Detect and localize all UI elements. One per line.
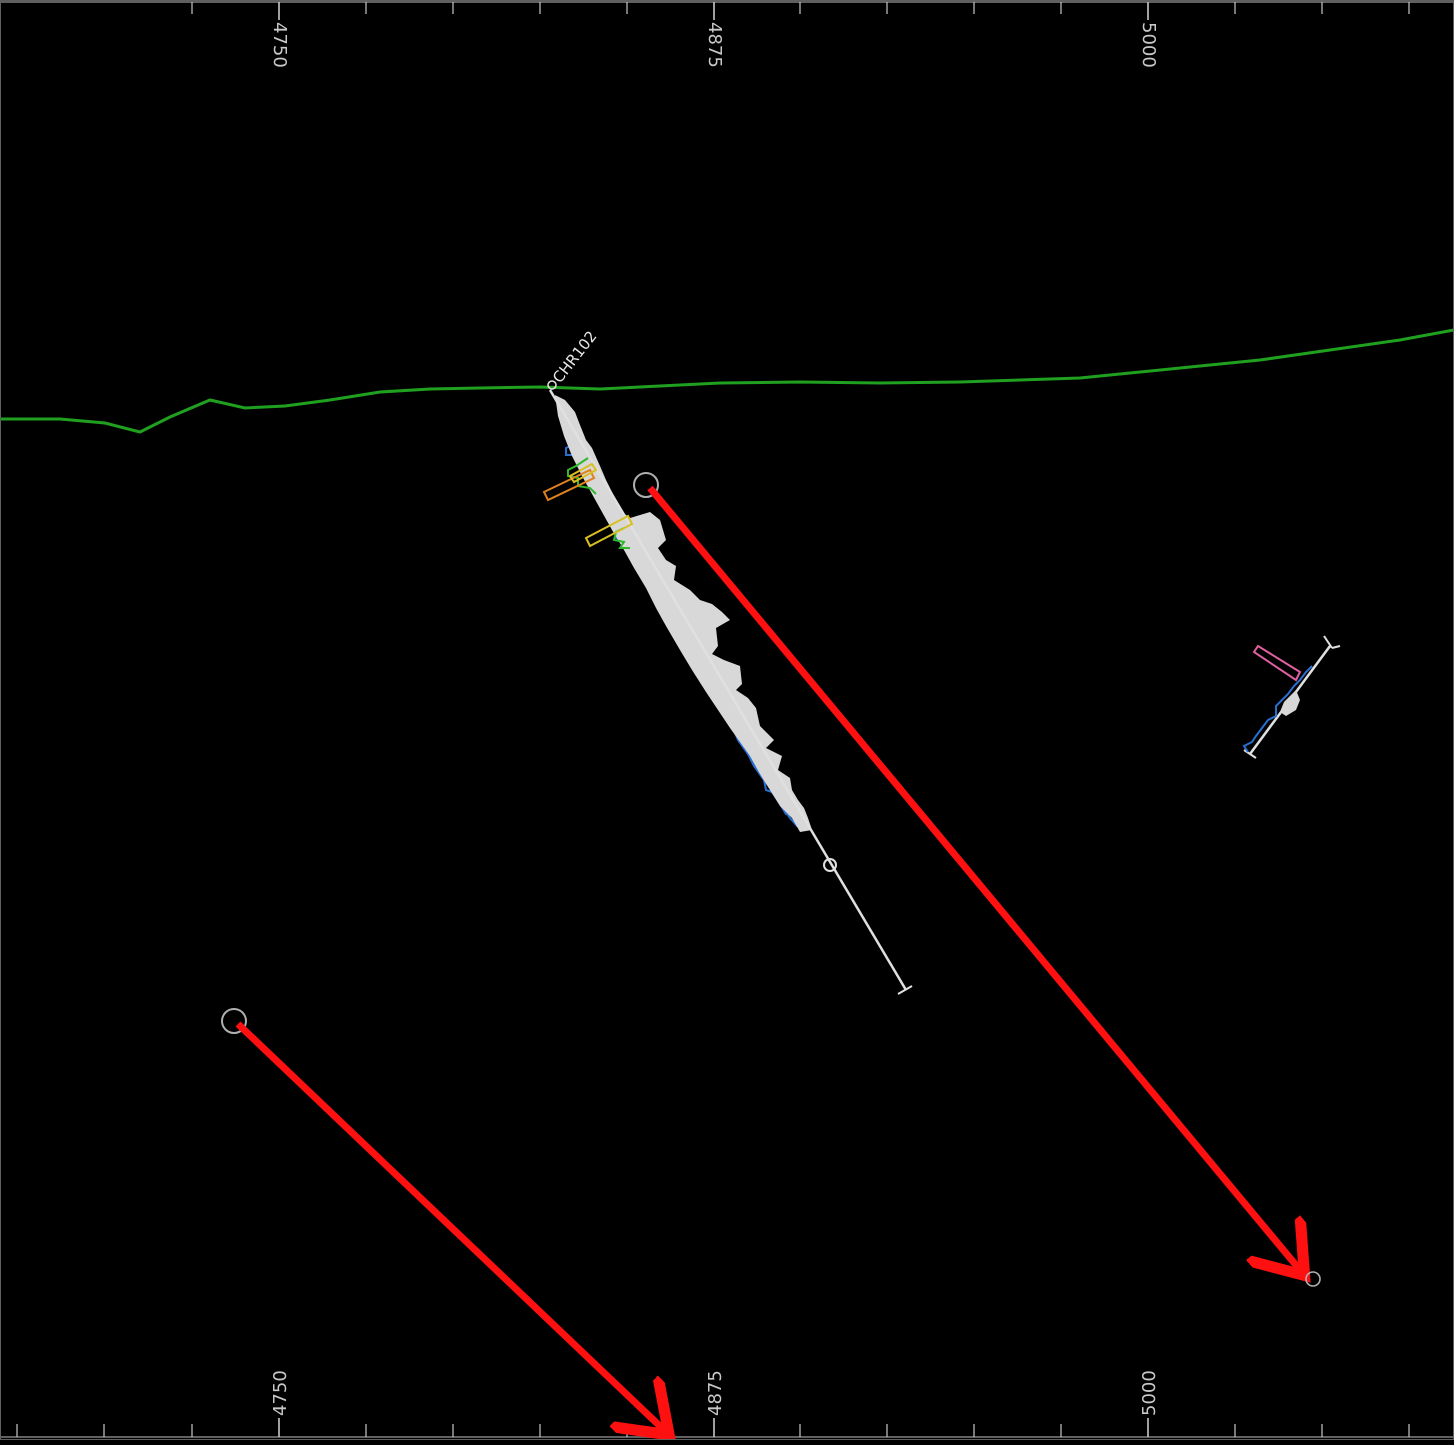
top-axis: 4750 4875 5000 [0,1,1454,68]
arrow-lower[interactable] [221,1008,664,1430]
secondary-interval-pink [1252,644,1302,682]
bottom-axis-minor-ticks [16,1424,1410,1437]
bottom-axis-major-ticks [278,1418,1149,1437]
top-axis-major-ticks [278,2,1149,20]
top-tick-label-1: 4875 [704,22,725,68]
hole-end-cap [897,985,913,995]
histogram-green-upper [567,457,597,495]
secondary-histogram-blue [1242,665,1313,753]
top-axis-minor-ticks [191,2,1410,14]
arrow-upper-end-circle [1305,1271,1321,1287]
top-tick-label-2: 5000 [1138,22,1159,68]
topography-line[interactable] [0,328,1454,434]
hole-marker [823,858,837,872]
hole-trace-line [548,389,908,991]
hole-label: CHR102 [549,327,601,386]
collar-marker [547,380,557,390]
arrow-lower-line [235,1021,664,1430]
secondary-hole-end-cap [1243,749,1257,759]
arrow-lower-start-circle [221,1008,247,1034]
drillhole-chr102[interactable]: CHR102 [542,327,913,995]
interval-yellow-upper-bar [568,462,598,484]
drillhole-secondary[interactable] [1242,635,1341,759]
bottom-tick-label-0: 4750 [270,1370,291,1416]
bottom-tick-label-1: 4875 [705,1370,726,1416]
arrow-upper-line [647,485,1300,1270]
arrow-upper-start-circle [633,472,659,498]
arrow-upper[interactable] [633,472,1321,1287]
secondary-histogram-grey [1280,690,1300,716]
secondary-hole-cap-2 [1331,645,1341,649]
interval-orange-bar [542,468,596,502]
interval-yellow-bar [584,514,634,548]
bottom-tick-label-2: 5000 [1139,1370,1160,1416]
bottom-axis: 4750 4875 5000 [0,1370,1454,1438]
top-tick-label-0: 4750 [269,22,290,68]
secondary-hole-cap-1 [1323,635,1333,649]
